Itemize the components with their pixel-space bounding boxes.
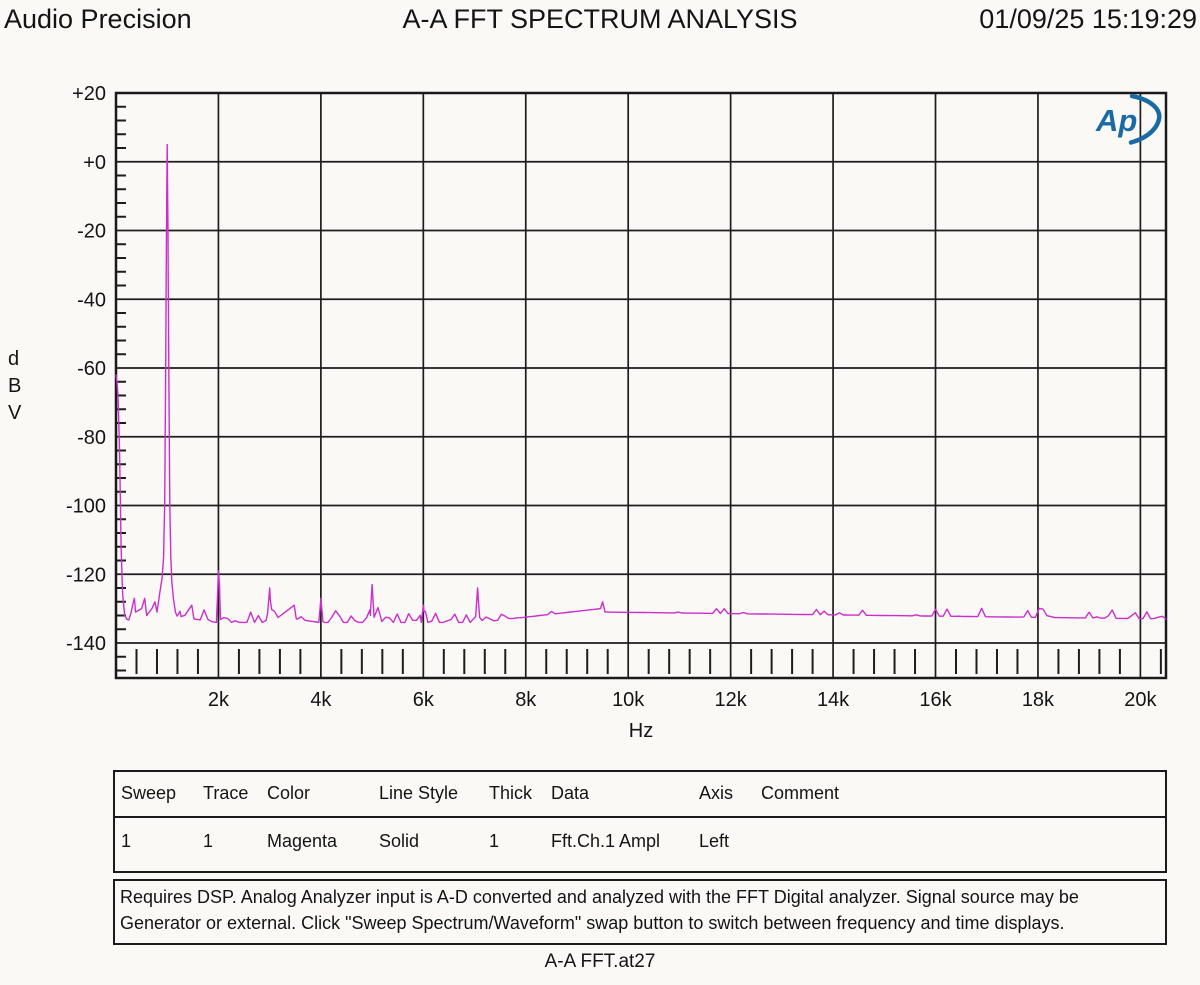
legend-table: Sweep Trace Color Line Style Thick Data … — [113, 770, 1167, 873]
svg-text:Ap: Ap — [1095, 103, 1137, 138]
svg-text:16k: 16k — [919, 689, 952, 711]
fft-trace-ch1 — [115, 143, 1167, 624]
legend-col-thick: Thick — [489, 783, 533, 803]
legend-col-linestyle: Line Style — [379, 783, 459, 803]
svg-text:-100: -100 — [66, 496, 106, 518]
svg-text:-40: -40 — [77, 289, 106, 311]
svg-text:10k: 10k — [612, 689, 645, 711]
test-file-label: A-A FFT.at27 — [544, 951, 656, 972]
legend-col-color: Color — [267, 783, 311, 803]
ap-logo: Ap — [1095, 93, 1162, 145]
svg-text:12k: 12k — [715, 689, 748, 711]
svg-text:-60: -60 — [77, 358, 106, 380]
legend-sweep-value: 1 — [121, 831, 132, 851]
svg-text:14k: 14k — [817, 689, 850, 711]
legend-col-trace: Trace — [203, 783, 249, 803]
legend-trace-value: 1 — [203, 831, 214, 851]
svg-text:+20: +20 — [72, 83, 106, 105]
svg-text:-20: -20 — [77, 221, 106, 243]
legend-thick-value: 1 — [489, 831, 500, 851]
legend-data-row: 1 1 Magenta Solid 1 Fft.Ch.1 Ampl Left — [115, 818, 1165, 852]
brand-label: Audio Precision — [4, 4, 192, 34]
legend-data-value: Fft.Ch.1 Ampl — [551, 831, 661, 851]
svg-text:8k: 8k — [515, 689, 537, 711]
svg-text:18k: 18k — [1022, 689, 1055, 711]
legend-comment-value — [755, 818, 1165, 852]
notes-box: Requires DSP. Analog Analyzer input is A… — [113, 879, 1167, 945]
legend-col-axis: Axis — [699, 783, 734, 803]
svg-text:-120: -120 — [66, 564, 106, 586]
legend-col-comment: Comment — [761, 783, 840, 803]
svg-text:20k: 20k — [1124, 689, 1157, 711]
svg-text:6k: 6k — [413, 689, 435, 711]
svg-text:Hz: Hz — [629, 720, 653, 742]
svg-text:4k: 4k — [310, 689, 332, 711]
fft-chart-canvas: 2k 4k 6k 8k 10k 12k 14k 16k 18k 20k +20 +0 -20 -40 -60… — [66, 83, 1168, 742]
legend-header-row: Sweep Trace Color Line Style Thick Data … — [115, 772, 1165, 818]
notes-text: Requires DSP. Analog Analyzer input is A… — [120, 887, 1079, 933]
svg-text:-140: -140 — [66, 633, 106, 655]
y-axis-unit-label: d B V — [8, 348, 22, 424]
svg-text:-80: -80 — [77, 427, 106, 449]
fft-chart: 2k 4k 6k 8k 10k 12k 14k 16k 18k 20k +20 +0 -20 -40 -60… — [0, 75, 1200, 745]
legend-axis-value: Left — [699, 831, 730, 851]
svg-text:2k: 2k — [208, 689, 230, 711]
timestamp: 01/09/25 15:19:29 — [979, 4, 1197, 34]
legend-color-value: Magenta — [267, 831, 338, 851]
svg-text:+0: +0 — [83, 152, 106, 174]
page-title: A-A FFT SPECTRUM ANALYSIS — [402, 4, 798, 34]
legend-linestyle-value: Solid — [379, 831, 420, 851]
legend-col-data: Data — [551, 783, 590, 803]
legend-col-sweep: Sweep — [121, 783, 177, 803]
